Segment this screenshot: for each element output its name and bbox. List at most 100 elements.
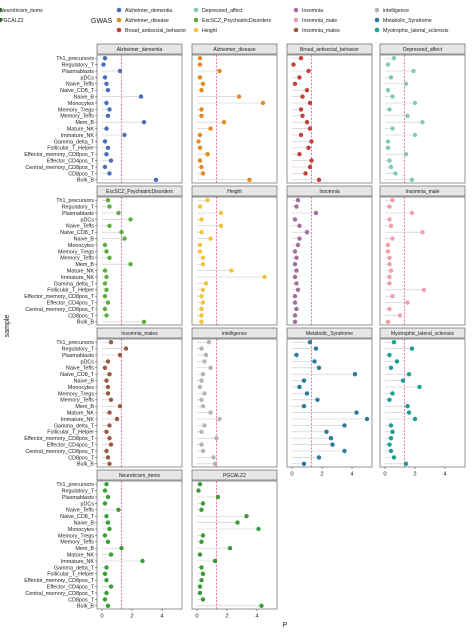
data-point-central-memory-cd8pos-t [388, 164, 394, 170]
data-point-mem-b [301, 404, 307, 409]
facet-title: intelligence [222, 331, 247, 337]
facet-title: Broad_antisocial_behavior [300, 47, 359, 53]
legend-label-depressed-affect: Depressed_affect [202, 8, 243, 14]
legend: GWAS Alzheimer_dementia Alzheimer_disease… [0, 7, 449, 34]
legend-label-height: Height [202, 28, 218, 34]
data-point-mature-nk [307, 126, 313, 131]
data-point-naive-teffs [199, 507, 204, 512]
data-point-memory-teffs [294, 255, 299, 260]
x-tick-label: 4 [160, 614, 164, 620]
data-point-effector-cd4pos-t [199, 442, 204, 447]
data-point-naive-teffs [208, 365, 213, 370]
data-point-th1-precursors [298, 56, 304, 61]
data-point-immature-nk [387, 274, 392, 280]
x-tick-label: 4 [255, 614, 259, 620]
data-point-immature-nk [140, 558, 145, 564]
data-point-plasmablasts [294, 352, 299, 358]
data-point-follicular-t-helper [306, 145, 311, 150]
facet-title: Alzheimer_disease [213, 47, 255, 53]
legend-label-insomnia-males: Insomnia_males [302, 28, 340, 34]
data-point-mature-nk [390, 126, 395, 131]
data-point-follicular-t-helper [421, 287, 427, 292]
y-tick-label: Monocytes [68, 527, 94, 533]
legend-label-broad-antisocial-behavior: Broad_antisocial_behavior [125, 28, 186, 34]
facet-plot-area [286, 338, 373, 468]
facet-title: Neuroticism_items [119, 473, 161, 479]
data-point-gamma-delta-t [294, 281, 299, 286]
data-point-th1-precursors [390, 198, 395, 203]
data-point-naive-teffs [388, 365, 394, 370]
data-point-memory-teffs [105, 113, 111, 119]
data-point-regulatory-t [197, 204, 203, 209]
data-point-cd8pos-t [397, 313, 403, 318]
data-point-memory-tregs [200, 533, 206, 538]
data-point-pdcs [128, 217, 133, 222]
data-point-central-memory-cd8pos-t [102, 306, 108, 312]
data-point-follicular-t-helper [104, 287, 109, 292]
y-tick-label: Gamma_delta_T [54, 281, 95, 287]
data-point-naive-b [105, 520, 111, 525]
y-axis-row-3: Th1_precursorsRegulatory_TPlasmablastspD… [24, 340, 97, 468]
y-tick-label: Follicular_T_Helper [47, 146, 94, 152]
facet-strip [191, 469, 278, 481]
data-point-memory-teffs [199, 397, 204, 402]
facet-strip [379, 43, 466, 55]
data-point-bulk-b [107, 461, 112, 466]
data-point-monocytes [105, 384, 111, 390]
data-point-pdcs [297, 75, 302, 80]
data-point-plasmablasts [117, 352, 123, 358]
data-point-immature-nk [262, 274, 267, 280]
data-point-memory-tregs [104, 249, 109, 254]
y-tick-label: Naive_CD8_T [60, 230, 95, 236]
data-point-bulk-b [301, 461, 307, 466]
data-point-central-memory-cd8pos-t [307, 164, 313, 170]
data-point-immature-nk [197, 132, 203, 138]
y-tick-label: Mature_NK [67, 127, 95, 133]
data-point-effector-memory-cd8pos-t [297, 152, 302, 157]
legend-label-excscz-psychiatricdisorders: ExcSCZ_PsychiatricDisorders [202, 18, 272, 24]
facet-strip [286, 185, 373, 197]
facet-excscz-psychiatricdisorders: ExcSCZ_PsychiatricDisorders [96, 185, 183, 326]
y-tick-label: Plasmablasts [62, 211, 94, 217]
data-point-gamma-delta-t [107, 423, 112, 428]
facet-title: Metabolic_Syndrome [306, 331, 353, 337]
data-point-effector-cd4pos-t [200, 300, 206, 305]
y-tick-label: Effector_CD4pos_T [47, 301, 95, 307]
data-point-th1-precursors [197, 56, 203, 61]
y-tick-label: Memory_Teffs [60, 256, 94, 262]
data-point-naive-b [300, 94, 305, 99]
data-point-effector-cd4pos-t [405, 300, 410, 305]
facet-plot-area [191, 480, 278, 610]
data-point-mem-b [387, 262, 392, 267]
data-point-mature-nk [208, 126, 213, 131]
data-point-central-memory-cd8pos-t [388, 448, 394, 454]
data-point-mem-b [119, 546, 124, 551]
data-point-effector-cd4pos-t [197, 158, 203, 163]
data-point-pdcs [197, 75, 203, 80]
data-point-regulatory-t [107, 204, 112, 209]
data-point-memory-teffs [300, 113, 305, 119]
data-point-immature-nk [114, 416, 120, 422]
legend-swatch-alzheimer-dementia [116, 7, 122, 13]
data-point-bulk-b [199, 319, 204, 324]
data-point-follicular-t-helper [199, 429, 204, 434]
data-point-naive-teffs [200, 81, 206, 87]
facet-neuroticism-items: Neuroticism_items 0 2 4 [96, 469, 183, 620]
data-point-naive-teffs [388, 223, 394, 228]
data-point-central-memory-cd8pos-t [199, 164, 204, 170]
data-point-naive-cd8-t [200, 372, 206, 377]
facet-alzheimer-dementia: Alzheimer_dementia [96, 43, 183, 184]
data-point-bulk-b [247, 177, 252, 182]
legend-swatch-insomnia-males [293, 27, 299, 33]
y-tick-label: Plasmablasts [62, 495, 94, 501]
data-point-mature-nk [294, 268, 299, 273]
data-point-naive-teffs [218, 223, 224, 228]
facet-plot-area [379, 54, 466, 184]
facet-insomnia-males: Insomnia_males [96, 327, 183, 468]
y-tick-label: Bulk_B [77, 320, 94, 326]
data-point-monocytes [102, 242, 108, 248]
data-point-regulatory-t [197, 62, 203, 67]
legend-swatch-alzheimer-disease [116, 17, 122, 23]
y-tick-label: CD8pos_T [68, 597, 94, 603]
y-tick-label: Effector_CD4pos_T [47, 159, 95, 165]
